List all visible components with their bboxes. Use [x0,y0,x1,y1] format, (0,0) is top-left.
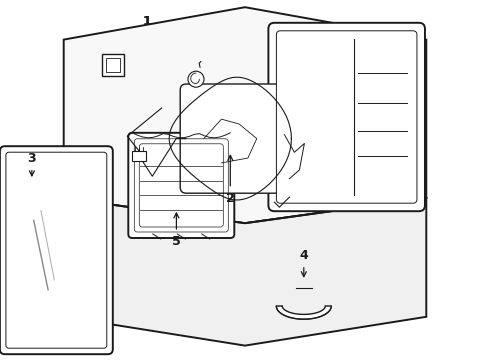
Polygon shape [276,306,331,319]
Text: 4: 4 [299,249,308,276]
FancyBboxPatch shape [6,152,107,348]
Polygon shape [64,7,426,223]
FancyBboxPatch shape [128,133,234,238]
Text: 3: 3 [27,152,36,176]
FancyBboxPatch shape [269,23,425,211]
Text: 2: 2 [226,156,235,204]
FancyBboxPatch shape [180,84,280,193]
Circle shape [188,71,204,87]
Bar [106,58,120,72]
Text: 1: 1 [143,15,151,28]
FancyBboxPatch shape [276,31,417,203]
Bar [102,54,123,76]
Text: 1: 1 [143,15,151,28]
Polygon shape [64,198,426,346]
Bar [132,151,147,161]
FancyBboxPatch shape [0,146,113,354]
Text: 5: 5 [172,213,181,248]
